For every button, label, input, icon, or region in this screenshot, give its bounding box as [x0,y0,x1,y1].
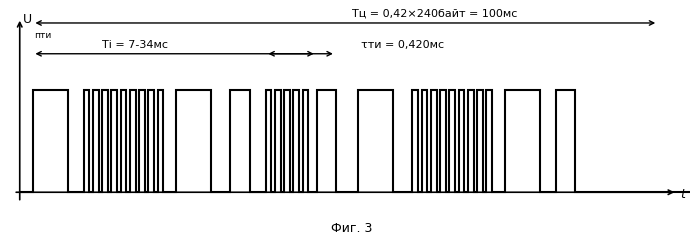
Text: Фиг. 3: Фиг. 3 [331,222,372,235]
Text: τти = 0,420мс: τти = 0,420мс [361,40,444,50]
Text: пти: пти [33,31,51,40]
Text: t: t [680,188,685,201]
Text: Tі = 7-34мс: Tі = 7-34мс [102,40,168,50]
Text: U: U [23,13,32,26]
Text: Tц = 0,42×240байт = 100мс: Tц = 0,42×240байт = 100мс [352,9,517,19]
